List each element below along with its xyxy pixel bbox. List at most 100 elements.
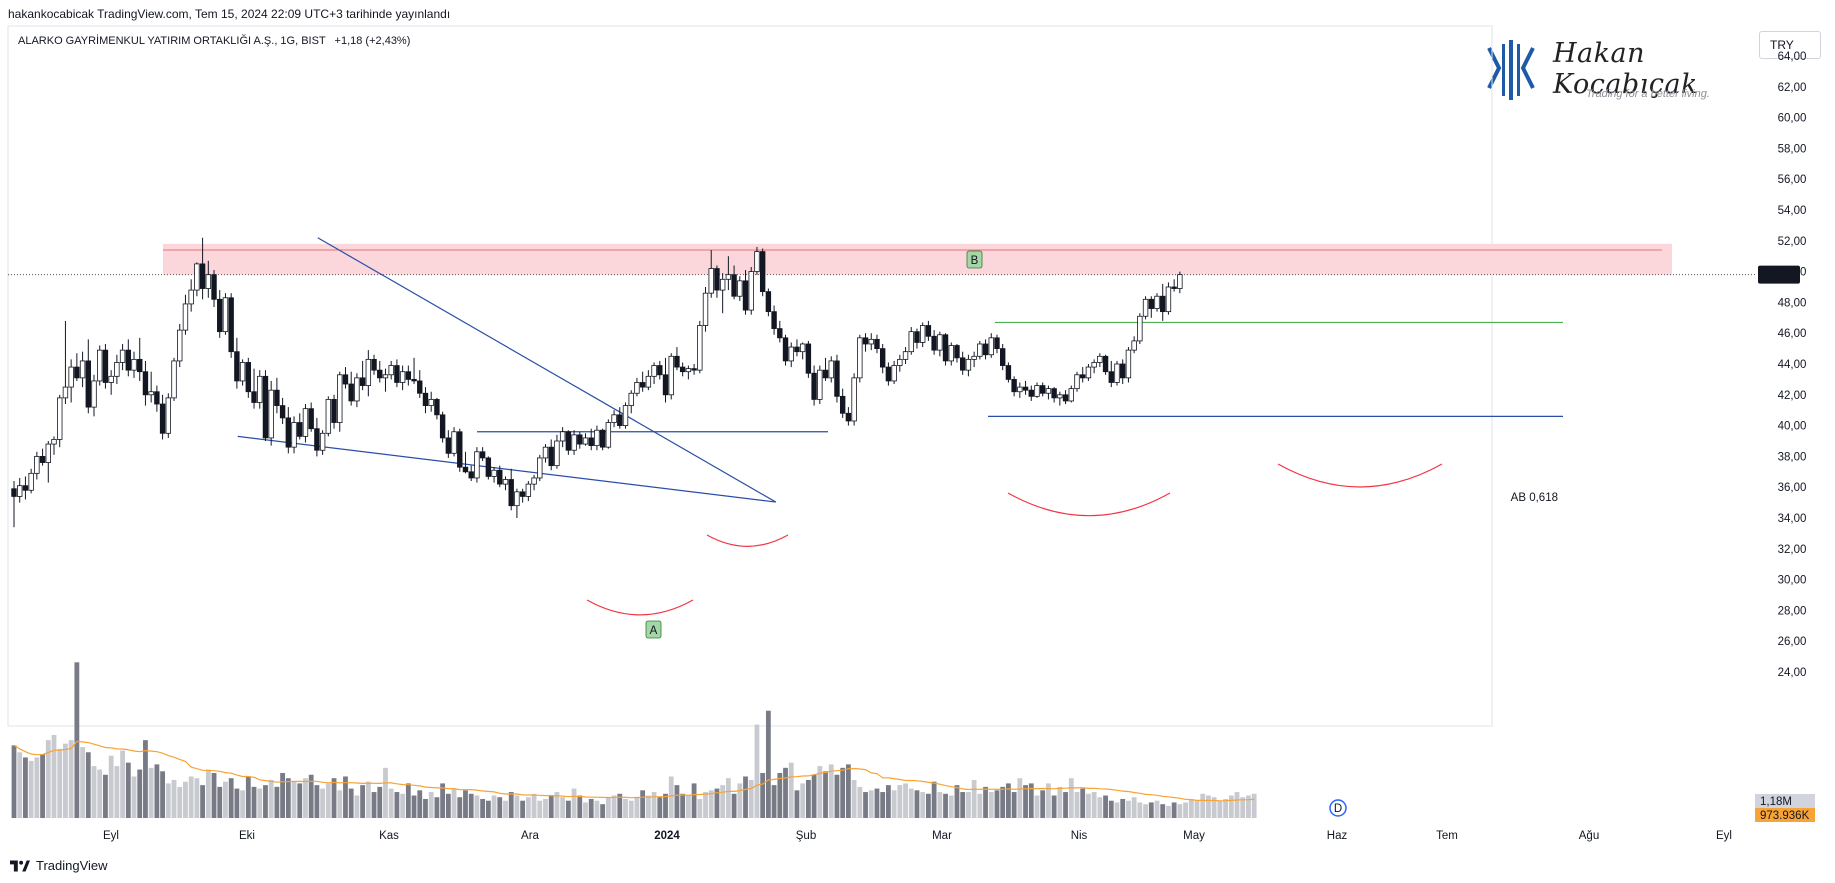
candle-body — [954, 345, 960, 359]
candle-body — [748, 271, 754, 311]
candle-body — [999, 348, 1006, 366]
volume-bar — [697, 798, 703, 818]
candle-body — [68, 366, 74, 388]
time-tick-label: Eyl — [1716, 830, 1732, 842]
candle-body — [108, 375, 114, 383]
volume-bar — [280, 773, 286, 818]
candle-body — [1154, 295, 1160, 309]
volume-bar — [1234, 792, 1240, 818]
volume-bar — [811, 774, 817, 818]
volume-bar — [188, 776, 194, 818]
volume-bar — [983, 786, 988, 818]
price-tick-label: 24,00 — [1778, 667, 1807, 679]
candle-body — [982, 343, 989, 356]
volume-bar — [920, 792, 926, 818]
volume-bar — [97, 769, 103, 818]
candle-body — [502, 479, 509, 485]
candle-body — [582, 437, 589, 445]
candle-body — [274, 389, 280, 406]
candle-body — [719, 278, 726, 291]
candle-body — [382, 374, 389, 379]
volume-bar — [577, 795, 583, 818]
volume-bar — [434, 797, 440, 818]
candle-body — [1148, 298, 1154, 309]
candle-body — [731, 274, 737, 297]
volume-bar — [674, 785, 680, 818]
candle-body — [119, 349, 126, 363]
candle-body — [1165, 286, 1172, 313]
candle-body — [348, 383, 354, 402]
candle-body — [1017, 386, 1023, 393]
symbol-name: ALARKO GAYRİMENKUL YATIRIM ORTAKLIĞI A.Ş… — [18, 35, 326, 47]
volume-bar — [17, 752, 23, 818]
candle-body — [959, 357, 966, 371]
candle-body — [525, 483, 532, 497]
volume-bar — [1023, 785, 1028, 818]
candle-body — [1097, 355, 1103, 363]
label-ab-618: AB 0,618 — [1511, 492, 1558, 504]
volume-bar — [514, 795, 520, 818]
volume-bar — [1074, 792, 1080, 818]
volume-bar — [28, 760, 34, 818]
time-tick-label: Kas — [379, 830, 399, 842]
volume-bar — [274, 786, 280, 818]
candle-body — [577, 434, 583, 445]
candle-body — [182, 303, 189, 331]
candle-body — [1040, 385, 1046, 394]
volume-bar — [1240, 797, 1246, 818]
candle-body — [1102, 355, 1109, 373]
volume-bar — [1223, 798, 1228, 818]
volume-bar — [440, 783, 446, 818]
volume-bar — [817, 766, 823, 818]
candle-body — [125, 349, 131, 371]
volume-bar — [468, 793, 474, 818]
volume-bar — [703, 792, 708, 818]
volume-bar — [457, 797, 463, 818]
candle-body — [279, 405, 286, 419]
candle-body — [965, 358, 972, 371]
candle-body — [1137, 315, 1143, 342]
label-a-box — [645, 620, 662, 639]
volume-bar — [463, 790, 468, 818]
candle-body — [559, 431, 566, 442]
volume-bar — [908, 788, 914, 818]
candle-body — [354, 377, 360, 402]
candle-body — [634, 382, 640, 394]
volume-bar — [1143, 804, 1148, 818]
candle-body — [491, 469, 497, 477]
volume-bar — [948, 795, 954, 818]
candle-body — [394, 365, 400, 383]
candle-body — [565, 431, 572, 451]
candle-body — [337, 374, 343, 423]
currency-selector[interactable]: TRY — [1759, 31, 1821, 59]
candle-body — [622, 405, 629, 426]
volume-bar — [228, 778, 234, 818]
volume-bar — [1217, 800, 1223, 818]
candle-body — [497, 469, 503, 485]
volume-bar — [1154, 800, 1160, 818]
time-tick-label: Tem — [1436, 830, 1458, 842]
volume-bar — [503, 800, 508, 818]
candle-body — [97, 349, 103, 382]
volume-bar — [623, 798, 628, 818]
candle-body — [737, 280, 743, 297]
candle-body — [285, 417, 292, 448]
candle-body — [857, 337, 863, 379]
volume-bar — [851, 779, 857, 818]
volume-bar — [137, 769, 143, 818]
volume-bar — [1200, 793, 1206, 818]
volume-bar — [85, 752, 91, 818]
volume-bar — [1211, 797, 1217, 818]
volume-ma-value-label: 973.936K — [1760, 810, 1810, 822]
volume-bar — [428, 792, 434, 818]
volume-bar — [1171, 802, 1177, 818]
price-tick-label: 40,00 — [1778, 421, 1807, 433]
candle-body — [651, 365, 657, 377]
candle-body — [691, 368, 697, 371]
candle-body — [925, 325, 932, 337]
candle-body — [462, 466, 469, 473]
volume-bar — [926, 793, 931, 818]
volume-bar — [588, 798, 594, 818]
time-tick-label: Eki — [239, 830, 255, 842]
